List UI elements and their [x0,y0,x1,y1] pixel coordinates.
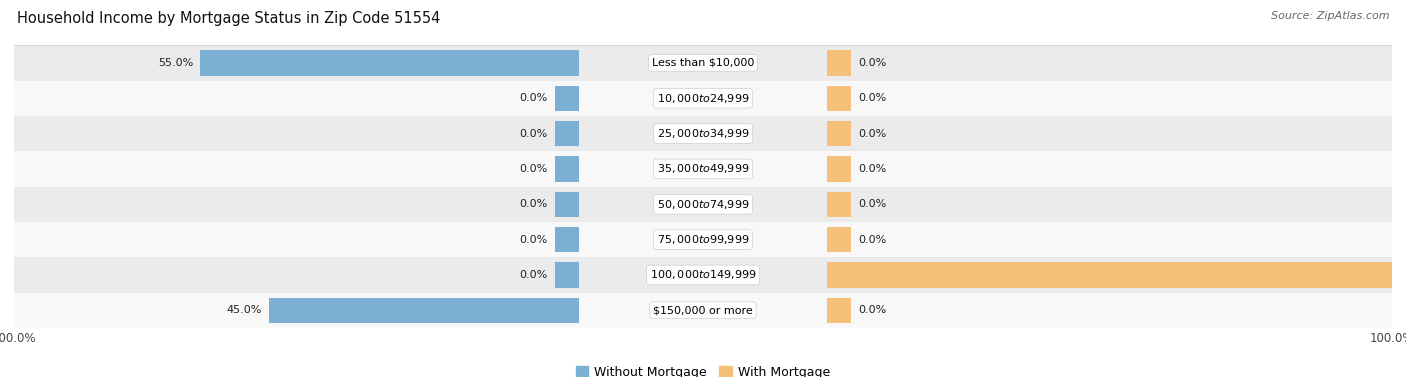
Text: $100,000 to $149,999: $100,000 to $149,999 [650,268,756,282]
Text: Source: ZipAtlas.com: Source: ZipAtlas.com [1271,11,1389,21]
Text: 0.0%: 0.0% [858,58,886,68]
Bar [14,81,1392,116]
Text: $35,000 to $49,999: $35,000 to $49,999 [657,162,749,175]
Bar [555,86,579,111]
Text: 0.0%: 0.0% [858,129,886,139]
Bar [200,50,579,76]
Bar [555,156,579,182]
Bar [14,257,1392,293]
Bar [827,192,851,217]
Bar [14,293,1392,328]
Text: 0.0%: 0.0% [520,164,548,174]
Bar [827,227,851,252]
Text: $10,000 to $24,999: $10,000 to $24,999 [657,92,749,105]
Text: 0.0%: 0.0% [858,234,886,245]
Bar [14,45,1392,81]
Text: 0.0%: 0.0% [520,234,548,245]
Bar [555,192,579,217]
Text: Household Income by Mortgage Status in Zip Code 51554: Household Income by Mortgage Status in Z… [17,11,440,26]
Bar [555,262,579,288]
Text: 0.0%: 0.0% [520,129,548,139]
Bar [827,156,851,182]
Text: $150,000 or more: $150,000 or more [654,305,752,315]
Text: 0.0%: 0.0% [858,199,886,209]
Legend: Without Mortgage, With Mortgage: Without Mortgage, With Mortgage [571,361,835,377]
Text: 0.0%: 0.0% [858,305,886,315]
Text: $25,000 to $34,999: $25,000 to $34,999 [657,127,749,140]
Bar [555,227,579,252]
Bar [14,222,1392,257]
Text: 0.0%: 0.0% [520,199,548,209]
Text: 0.0%: 0.0% [520,270,548,280]
Bar [827,297,851,323]
Bar [827,262,1406,288]
Text: 0.0%: 0.0% [858,164,886,174]
Bar [827,86,851,111]
Bar [555,121,579,146]
Bar [269,297,579,323]
Bar [827,50,851,76]
Text: 0.0%: 0.0% [858,93,886,103]
Text: 0.0%: 0.0% [520,93,548,103]
Text: Less than $10,000: Less than $10,000 [652,58,754,68]
Bar [14,151,1392,187]
Text: $75,000 to $99,999: $75,000 to $99,999 [657,233,749,246]
Bar [14,116,1392,151]
Bar [827,121,851,146]
Text: 45.0%: 45.0% [226,305,262,315]
Text: $50,000 to $74,999: $50,000 to $74,999 [657,198,749,211]
Bar [14,187,1392,222]
Text: 55.0%: 55.0% [157,58,193,68]
